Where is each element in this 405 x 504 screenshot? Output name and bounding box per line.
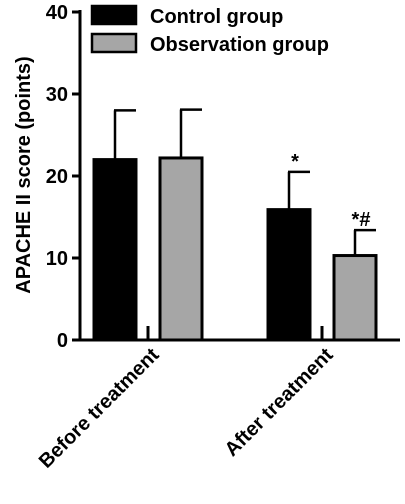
y-tick-label: 30 (46, 84, 68, 106)
legend-swatch (90, 4, 138, 26)
bar (92, 158, 138, 342)
bar (266, 208, 312, 342)
legend: Control group Observation group (90, 4, 329, 56)
y-tick-label: 10 (46, 248, 68, 270)
y-axis-label: APACHE II score (points) (13, 56, 35, 293)
plot-area: 0 10 20 30 40 * *# Before treatment After treatm… (35, 2, 400, 473)
legend-entry: Observation group (150, 34, 329, 56)
y-tick-label: 0 (57, 330, 68, 352)
bar (158, 156, 204, 342)
y-tick-label: 40 (46, 2, 68, 24)
x-category-label: Before treatment (35, 344, 164, 473)
y-tick-label: 20 (46, 166, 68, 188)
significance-label: * (291, 151, 299, 173)
legend-entry: Control group (150, 6, 283, 28)
bar (332, 254, 378, 342)
x-category-label: After treatment (221, 344, 338, 461)
significance-label: *# (352, 209, 371, 231)
legend-swatch (90, 32, 138, 54)
